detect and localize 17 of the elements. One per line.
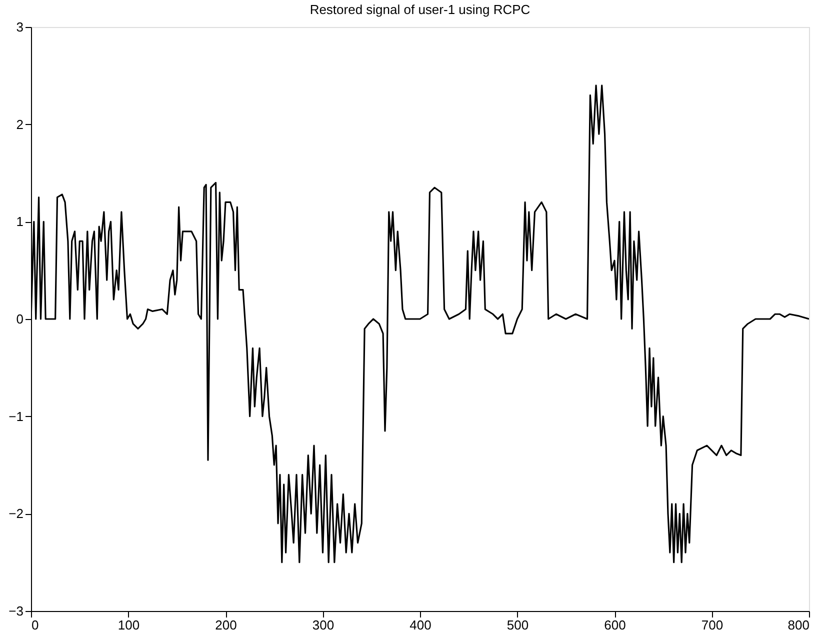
x-tick-label: 700 [701,618,724,632]
y-tick-label: 3 [16,20,24,34]
y-tick-label: −1 [8,408,24,424]
x-tick-label: 800 [788,618,810,632]
y-tick-label: −3 [8,604,24,618]
y-tick-label: 1 [16,214,24,230]
x-tick-label: 500 [506,618,529,632]
y-tick-label: −2 [8,506,24,522]
x-tick-label: 600 [604,618,626,632]
x-tick-label: 300 [312,618,334,632]
x-tick-label: 0 [32,618,39,632]
x-tick-label: 100 [118,618,140,632]
y-tick-label: 0 [16,312,24,326]
y-tick-label: 2 [16,116,24,132]
x-tick-label: 200 [215,618,237,632]
x-tick-label: 400 [410,618,432,632]
chart-title: Restored signal of user-1 using RCPC [310,2,530,17]
